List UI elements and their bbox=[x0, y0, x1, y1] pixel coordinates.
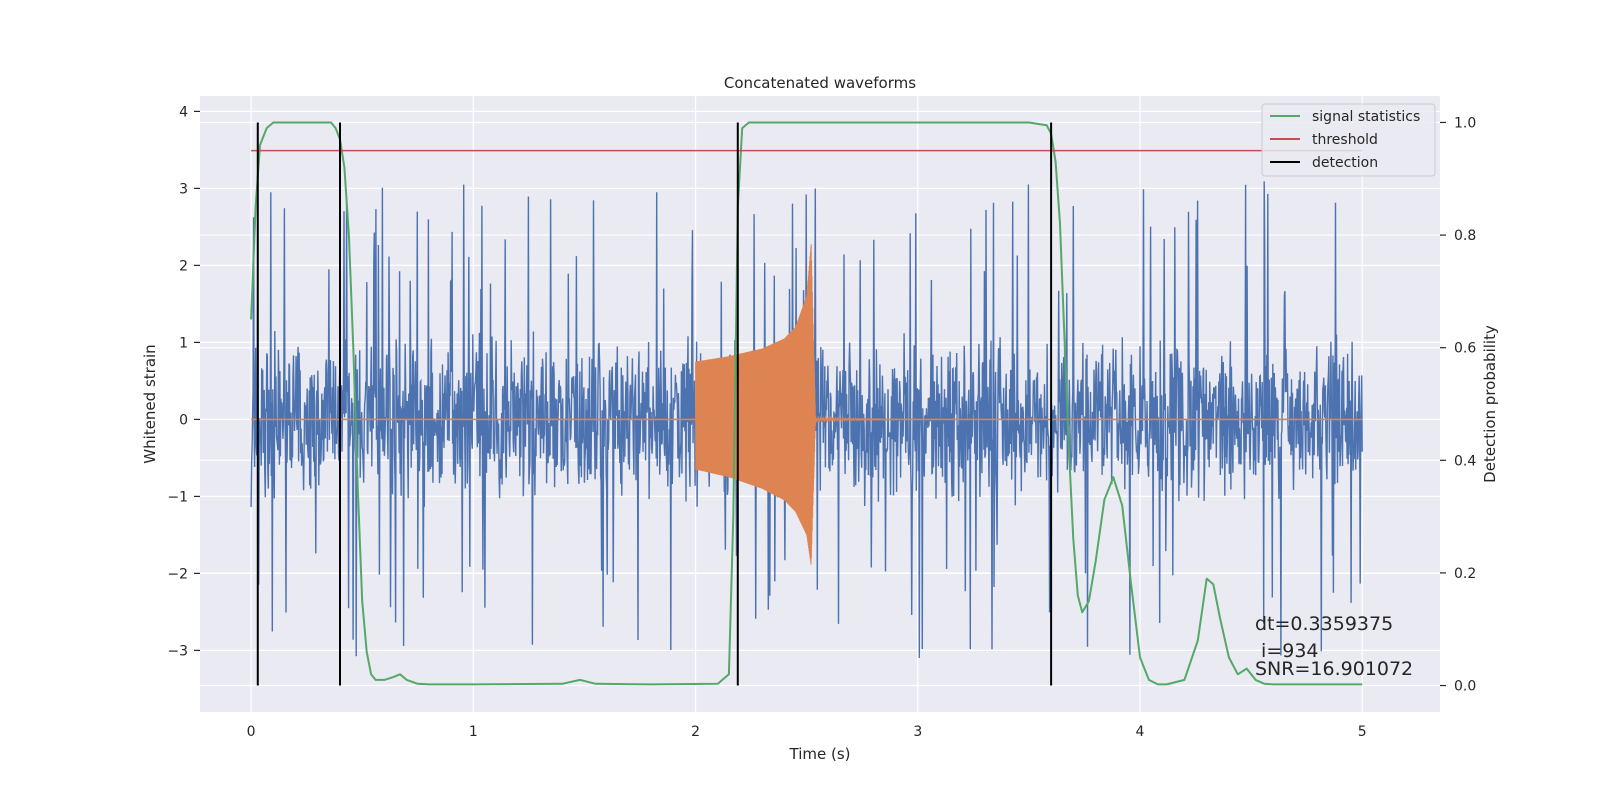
annotation-snr: SNR=16.901072 bbox=[1255, 658, 1413, 680]
legend-label-detection: detection bbox=[1312, 155, 1378, 171]
y2-tick-label: 0.6 bbox=[1454, 341, 1476, 357]
y-axis-label: Whitened strain bbox=[141, 344, 159, 463]
y2-tick-label: 0.2 bbox=[1454, 566, 1476, 582]
chart-title: Concatenated waveforms bbox=[724, 74, 916, 92]
x-tick-label: 4 bbox=[1136, 724, 1145, 740]
y2-tick-label: 1.0 bbox=[1454, 115, 1476, 131]
y2-tick-label: 0.0 bbox=[1454, 679, 1476, 695]
y2-tick-label: 0.8 bbox=[1454, 228, 1476, 244]
injected-signal-tail bbox=[815, 415, 916, 424]
legend-label-signal-statistics: signal statistics bbox=[1312, 109, 1420, 125]
injected-signal-line bbox=[695, 244, 817, 565]
y2-tick-label: 0.4 bbox=[1454, 453, 1476, 469]
y-tick-label: 4 bbox=[179, 104, 188, 120]
x-tick-label: 0 bbox=[247, 724, 256, 740]
y-tick-label: 0 bbox=[179, 412, 188, 428]
annotation-dt: dt=0.3359375 bbox=[1255, 613, 1393, 635]
x-axis-label: Time (s) bbox=[789, 745, 851, 763]
annotation-i: i=934 bbox=[1255, 640, 1319, 662]
axes: 0 1 2 3 4 5 −3 −2 −1 0 1 2 3 4 0.0 0.2 0.4 0.6 0.8 1.0 bbox=[167, 104, 1476, 740]
y-tick-label: −2 bbox=[167, 566, 188, 582]
x-tick-label: 5 bbox=[1358, 724, 1367, 740]
legend: signal statistics threshold detection bbox=[1261, 103, 1436, 177]
probability-series bbox=[250, 121, 1363, 686]
y-tick-label: 1 bbox=[179, 335, 188, 351]
legend-label-threshold: threshold bbox=[1312, 132, 1378, 148]
legend-box bbox=[1261, 103, 1436, 177]
y-tick-label: −1 bbox=[167, 489, 188, 505]
x-tick-label: 1 bbox=[469, 724, 478, 740]
y-tick-label: 2 bbox=[179, 258, 188, 274]
injected-signal-series bbox=[251, 244, 1363, 565]
y-tick-label: 3 bbox=[179, 181, 188, 197]
x-tick-label: 3 bbox=[913, 724, 922, 740]
y2-axis-label: Detection probability bbox=[1481, 325, 1499, 483]
y-tick-label: −3 bbox=[167, 643, 188, 659]
x-tick-label: 2 bbox=[691, 724, 700, 740]
signal-statistics-line bbox=[250, 121, 1363, 686]
